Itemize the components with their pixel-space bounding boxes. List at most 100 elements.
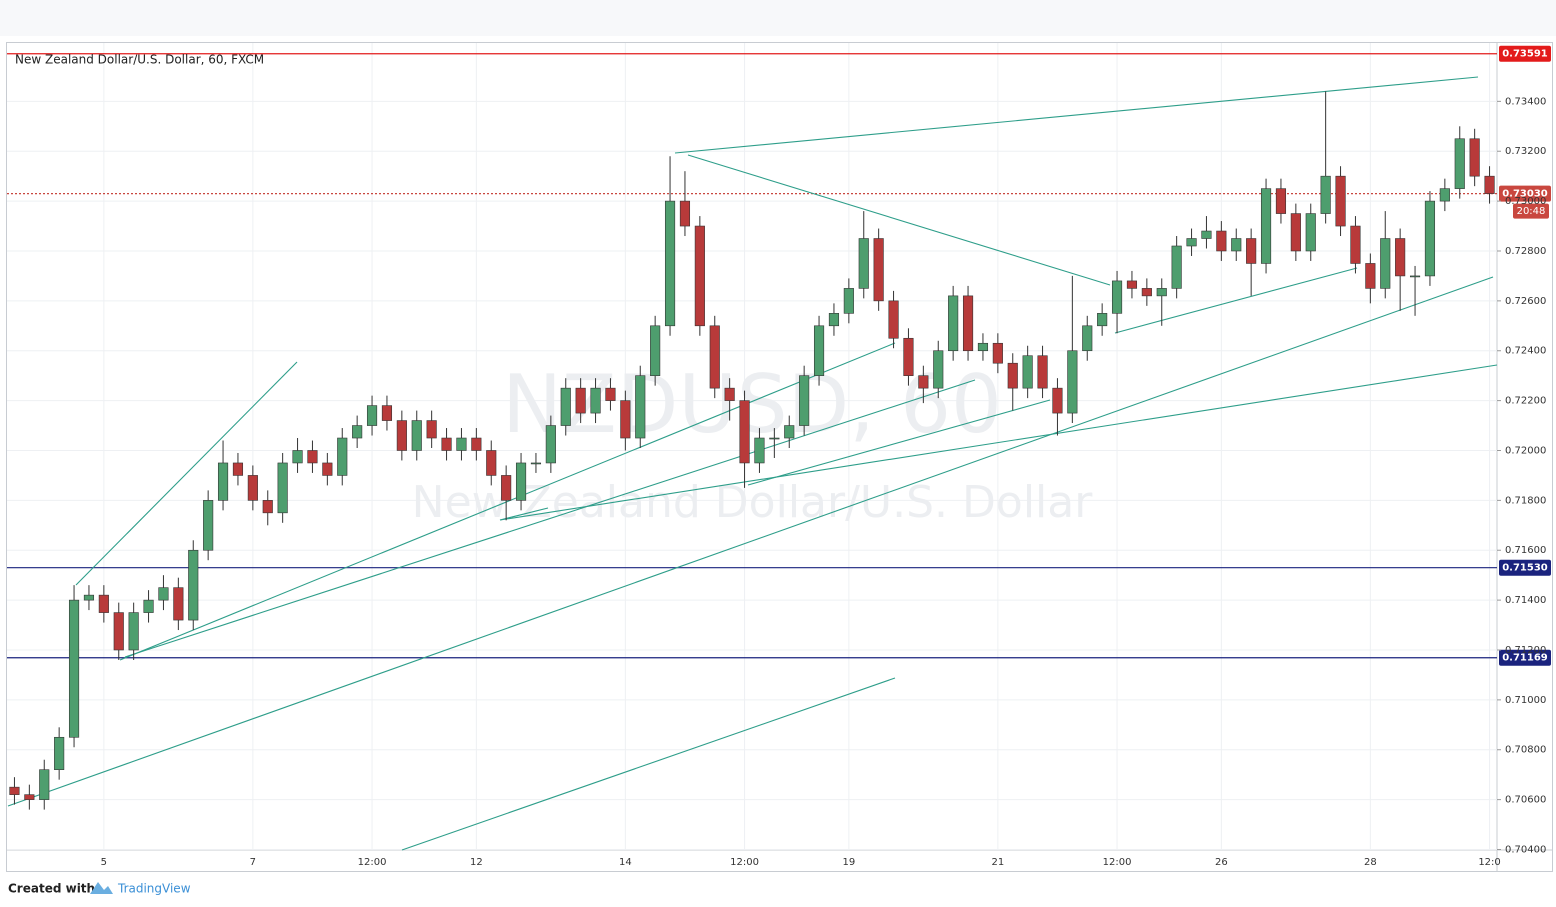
candle-body	[1171, 245, 1182, 289]
level-label: 0.73030	[1502, 189, 1548, 200]
candle-body	[784, 425, 795, 439]
y-tick-label: 0.71000	[1505, 695, 1546, 706]
x-tick-label: 12:00	[730, 857, 759, 868]
candle-body	[1439, 188, 1450, 202]
candle-body	[769, 437, 780, 440]
candle-body	[441, 437, 452, 451]
candle-body	[903, 337, 914, 376]
trend-line	[401, 677, 896, 851]
candle-body	[1231, 238, 1242, 252]
candle-body	[426, 420, 437, 439]
y-tick-label: 0.72600	[1505, 296, 1546, 307]
candle-body	[530, 462, 542, 465]
candle-body	[1350, 225, 1361, 264]
countdown: 20:48	[1517, 206, 1546, 217]
candle-body	[933, 350, 944, 389]
candle-body	[620, 400, 631, 439]
candle-body	[471, 437, 482, 451]
trend-line	[119, 342, 896, 661]
candle-body	[1201, 230, 1212, 239]
candle-body	[54, 736, 65, 770]
candle-body	[1022, 355, 1033, 389]
x-tick-label: 12:00	[1103, 857, 1132, 868]
candle-body	[545, 425, 556, 464]
candle-body	[1082, 325, 1093, 352]
candle-body	[1097, 313, 1108, 327]
y-tick-label: 0.72400	[1505, 346, 1546, 357]
candle-body	[1126, 280, 1138, 289]
candle-body	[1246, 238, 1257, 264]
y-tick-label: 0.73400	[1505, 96, 1546, 107]
x-tick-label: 12:0	[1478, 857, 1500, 868]
trend-line	[1114, 267, 1358, 334]
candle-body	[232, 462, 244, 476]
candle-body	[1424, 200, 1436, 277]
candle-body	[1186, 238, 1197, 247]
y-tick-label: 0.71200	[1505, 645, 1546, 656]
candle-body	[1067, 350, 1078, 414]
candle-body	[1052, 387, 1063, 414]
candle-body	[1365, 263, 1376, 289]
candle-body	[262, 500, 273, 514]
candle-body	[1305, 213, 1316, 252]
candle-body	[1320, 175, 1331, 214]
watermark-subtitle: New Zealand Dollar/U.S. Dollar	[412, 477, 1094, 528]
candle-body	[828, 313, 840, 327]
candle-body	[486, 450, 497, 476]
footer-brand[interactable]: TradingView	[117, 882, 191, 896]
x-tick-label: 5	[101, 857, 107, 868]
levels: 0.73591 0.73030 20:48 0.71530 0.71169	[7, 45, 1551, 666]
candle-body	[1037, 355, 1048, 389]
trend-line	[499, 364, 1498, 521]
x-tick-label: 21	[991, 857, 1004, 868]
candle-body	[977, 342, 989, 352]
candle-body	[366, 405, 378, 426]
candle-body	[83, 594, 95, 601]
candle-body	[39, 769, 50, 800]
candle-body	[575, 387, 586, 414]
candle-body	[98, 594, 109, 613]
chart-frame	[6, 42, 1553, 872]
candle-body	[918, 375, 929, 389]
x-tick-label: 14	[619, 857, 632, 868]
candle-body	[754, 437, 765, 464]
candle-body	[173, 587, 184, 621]
level-label-box	[1499, 185, 1551, 202]
candle-body	[128, 612, 139, 651]
candle-body	[605, 387, 616, 401]
candle-body	[739, 400, 750, 464]
candle-body	[1469, 138, 1480, 177]
brand-logo	[90, 882, 113, 894]
candle-body	[1275, 188, 1287, 214]
candle-body	[143, 599, 154, 613]
candle-body	[337, 437, 348, 476]
candle-body	[515, 462, 527, 501]
candle-body	[24, 794, 35, 800]
candle-body	[1409, 275, 1421, 278]
level-label: 0.73591	[1502, 49, 1548, 60]
candle-body	[590, 387, 601, 414]
level-label: 0.71530	[1502, 563, 1548, 574]
axes: 0.70400 0.70600 0.70800 0.71000 0.71200 0.714…	[101, 96, 1547, 868]
y-tick-label: 0.70600	[1505, 795, 1546, 806]
candle-body	[724, 387, 735, 401]
candle-body	[203, 500, 214, 551]
candle-body	[68, 599, 80, 738]
candle-body	[694, 225, 705, 327]
candle-body	[411, 420, 422, 451]
candle-body	[1141, 288, 1152, 297]
candle-body	[9, 786, 20, 795]
x-tick-label: 26	[1215, 857, 1228, 868]
trend-line	[499, 507, 549, 521]
countdown-box	[1513, 203, 1549, 219]
candle-body	[992, 342, 1003, 364]
candle-body	[1454, 138, 1465, 189]
drawings	[7, 76, 1498, 851]
candle-body	[292, 450, 303, 464]
candle-body	[1156, 288, 1167, 297]
y-tick-label: 0.73200	[1505, 146, 1546, 157]
candle-body	[322, 462, 333, 476]
candle-body	[664, 200, 676, 327]
